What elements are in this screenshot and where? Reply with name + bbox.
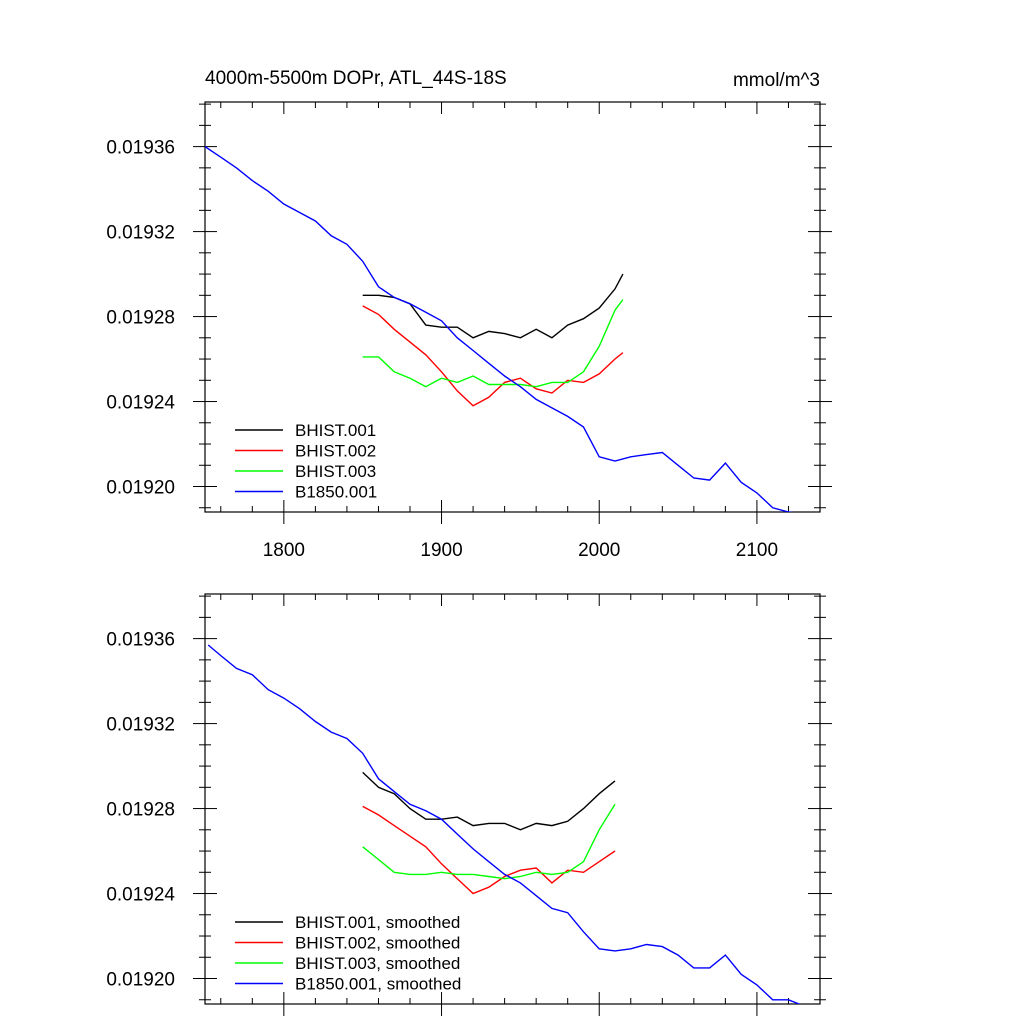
y-tick-label: 0.01924 (106, 393, 175, 414)
series-line-b1850-001-smoothed (207, 644, 801, 1004)
x-tick-label: 2100 (736, 540, 778, 561)
series-line-bhist-002 (362, 305, 624, 407)
legend-label: BHIST.001, smoothed (295, 913, 460, 932)
legend-label: BHIST.002, smoothed (295, 934, 460, 953)
y-tick-label: 0.01932 (106, 223, 175, 244)
series-line-bhist-003 (362, 299, 624, 388)
plot-frame (204, 593, 821, 1005)
y-tick-label: 0.01928 (106, 308, 175, 329)
legend-label: BHIST.002 (295, 442, 376, 461)
plot-frame (204, 101, 821, 513)
top-panel: 4000m-5500m DOPr, ATL_44S-18S mmol/m^3 1… (106, 68, 832, 561)
x-tick-label: 1800 (263, 540, 305, 561)
series-line-bhist-001 (362, 273, 624, 339)
y-tick-label: 0.01920 (106, 970, 175, 991)
bottom-panel: 0.01936 0.01932 0.01928 0.01924 0.01920 BHIST… (106, 593, 832, 1016)
series-line-bhist-003-smoothed (362, 803, 616, 880)
x-tick-label: 1900 (420, 540, 462, 561)
series-line-b1850-001 (205, 146, 794, 512)
legend-label: B1850.001, smoothed (295, 975, 461, 994)
legend-label: BHIST.001 (295, 421, 376, 440)
y-tick-label: 0.01932 (106, 715, 175, 736)
legend-label: BHIST.003 (295, 462, 376, 481)
legend-label: BHIST.003, smoothed (295, 954, 460, 973)
y-tick-label: 0.01924 (106, 885, 175, 906)
y-tick-label: 0.01936 (106, 138, 175, 159)
series-line-bhist-002-smoothed (362, 805, 616, 895)
series-line-bhist-001-smoothed (362, 771, 616, 831)
units-label: mmol/m^3 (733, 70, 820, 91)
legend-label: B1850.001 (295, 483, 377, 502)
y-tick-label: 0.01928 (106, 800, 175, 821)
y-tick-label: 0.01920 (106, 478, 175, 499)
y-tick-label: 0.01936 (106, 630, 175, 651)
x-tick-label: 2000 (578, 540, 620, 561)
chart-title: 4000m-5500m DOPr, ATL_44S-18S (205, 68, 507, 89)
